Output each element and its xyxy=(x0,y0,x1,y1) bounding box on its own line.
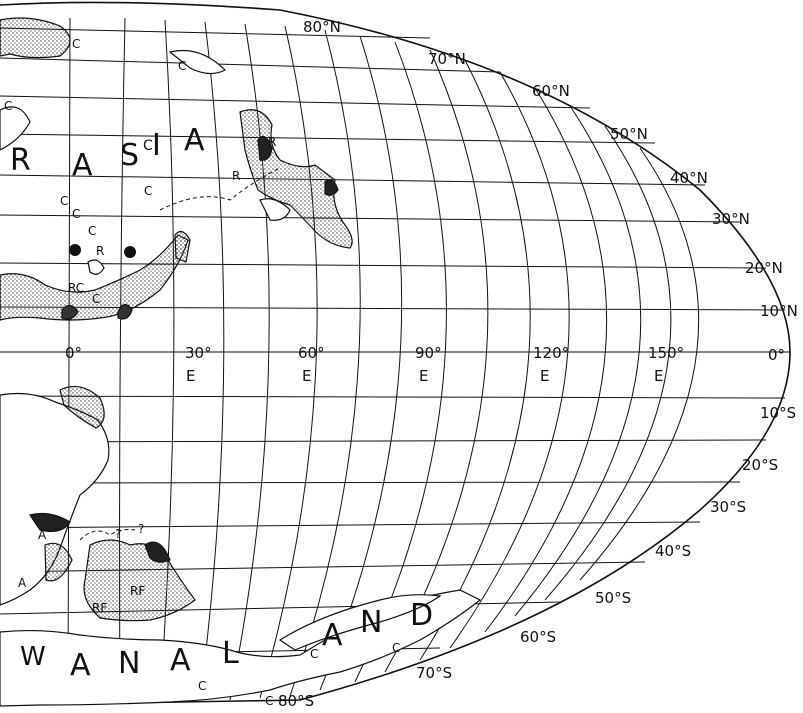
eurasia-letter-4: C xyxy=(143,138,153,154)
site-mark: RF xyxy=(130,584,145,598)
site-mark: C xyxy=(392,641,400,655)
eurasia-letter-5: I xyxy=(152,128,161,163)
lat-label-70s: 70°S xyxy=(416,664,452,682)
site-mark: C xyxy=(72,37,80,51)
lat-label-50s: 50°S xyxy=(595,589,631,607)
lon-label-0: 0° xyxy=(65,344,82,362)
gondwana-letter-2: A xyxy=(70,648,91,683)
gondwana-letter-3: N xyxy=(118,646,140,681)
gondwana-letter-7: N xyxy=(360,605,382,640)
eurasia-name: R A S C I A xyxy=(10,123,205,183)
site-mark: A xyxy=(18,576,27,590)
site-mark: C xyxy=(60,194,68,208)
east-labels: E E E E E xyxy=(186,367,663,385)
eurasia-letter-6: A xyxy=(184,123,205,158)
gondwana-letter-1: W xyxy=(20,642,46,672)
site-mark: C xyxy=(178,59,186,73)
site-mark: ? xyxy=(138,522,144,536)
site-mark: C xyxy=(198,679,206,693)
site-mark: C xyxy=(265,694,273,708)
lat-label-10s: 10°S xyxy=(760,404,796,422)
site-mark: A xyxy=(38,528,47,542)
eurasia-dashed-boundary xyxy=(159,167,281,211)
lat-label-70n: 70°N xyxy=(428,50,466,68)
eurasia-land xyxy=(0,17,353,321)
lat-label-60s: 60°S xyxy=(520,628,556,646)
east-label-150: E xyxy=(654,367,663,385)
lat-label-30n: 30°N xyxy=(712,210,750,228)
lon-label-90: 90° xyxy=(415,344,442,362)
africa-land xyxy=(0,385,196,622)
longitude-labels: 0° 30° 60° 90° 120° 150° xyxy=(65,344,684,362)
lon-label-150: 150° xyxy=(648,344,684,362)
lat-label-50n: 50°N xyxy=(610,125,648,143)
site-dot xyxy=(124,246,136,258)
meridians xyxy=(67,17,699,701)
fossil-sites xyxy=(69,244,136,258)
site-mark: R xyxy=(268,135,276,149)
site-labels: C C C C C C C R R RC C R A A RF RF ? ? C… xyxy=(4,37,400,708)
site-mark: C xyxy=(92,292,100,306)
lat-label-20s: 20°S xyxy=(742,456,778,474)
lon-label-60: 60° xyxy=(298,344,325,362)
east-label-90: E xyxy=(419,367,428,385)
site-mark: RF xyxy=(92,601,107,615)
gondwana-letter-8: D xyxy=(410,598,433,633)
gondwanaland-name: W A N A L A N D xyxy=(20,598,433,683)
site-mark: C xyxy=(88,224,96,238)
east-label-120: E xyxy=(540,367,549,385)
lat-label-30s: 30°S xyxy=(710,498,746,516)
eurasia-letter-3: S xyxy=(120,138,139,173)
gondwana-letter-4: A xyxy=(170,643,191,678)
lat-label-80n: 80°N xyxy=(303,18,341,36)
lat-label-60n: 60°N xyxy=(532,82,570,100)
eurasia-letter-2: A xyxy=(72,148,93,183)
antarctica-land xyxy=(0,589,482,707)
east-label-30: E xyxy=(186,367,195,385)
east-label-60: E xyxy=(302,367,311,385)
lat-label-20n: 20°N xyxy=(745,259,783,277)
africa-dashed-boundary xyxy=(79,529,136,541)
map-outline xyxy=(0,1,791,706)
latitude-labels: 80°N 70°N 60°N 50°N 40°N 30°N 20°N 10°N … xyxy=(278,18,798,710)
site-mark: R xyxy=(96,244,104,258)
lon-label-120: 120° xyxy=(533,344,569,362)
gondwana-letter-5: L xyxy=(222,636,239,671)
lat-label-equator: 0° xyxy=(768,346,785,364)
site-mark: ? xyxy=(115,527,121,541)
eurasia-letter-1: R xyxy=(10,143,31,178)
site-mark: C xyxy=(4,99,12,113)
site-mark: RC xyxy=(68,281,84,295)
site-mark: C xyxy=(310,647,318,661)
lat-label-40s: 40°S xyxy=(655,542,691,560)
lon-label-30: 30° xyxy=(185,344,212,362)
lat-label-40n: 40°N xyxy=(670,169,708,187)
site-dot xyxy=(69,244,81,256)
site-mark: C xyxy=(144,184,152,198)
site-mark: R xyxy=(232,169,240,183)
site-mark: C xyxy=(72,207,80,221)
gondwana-letter-6: A xyxy=(322,618,343,653)
latitude-lines xyxy=(0,27,790,657)
lat-label-10n: 10°N xyxy=(760,302,798,320)
lat-label-80s: 80°S xyxy=(278,692,314,710)
